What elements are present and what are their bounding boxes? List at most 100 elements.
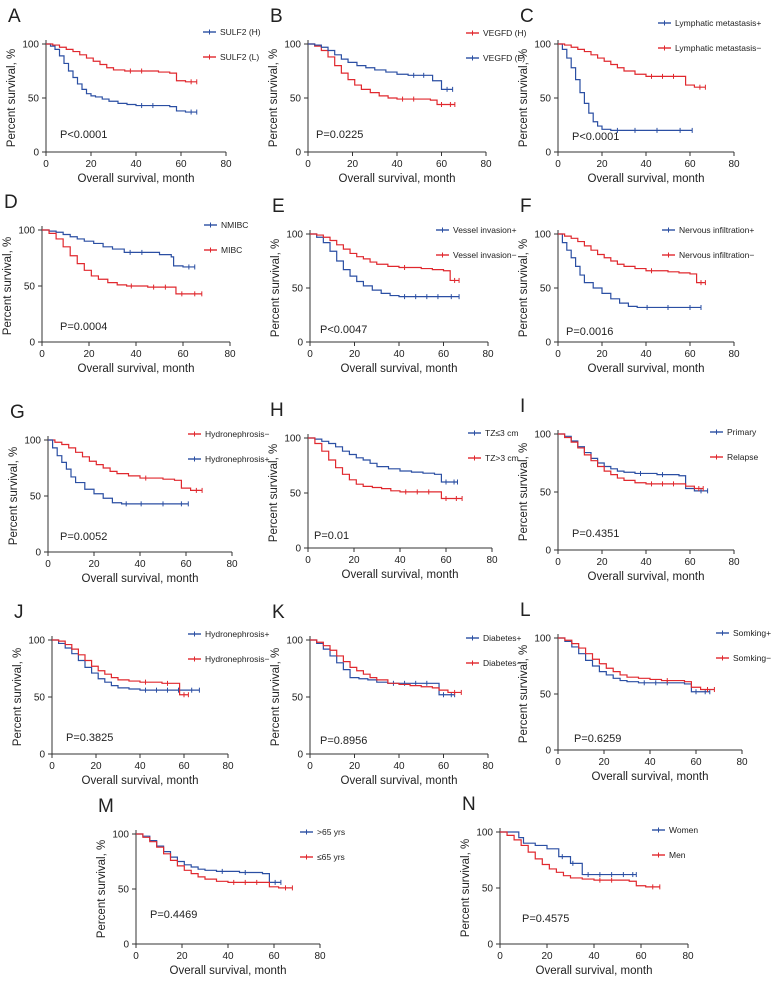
y-axis-label: Percent survival, % [268, 49, 280, 147]
y-tick-label: 50 [540, 488, 552, 499]
survival-curve-red [48, 439, 203, 491]
x-tick-label: 80 [728, 349, 740, 360]
legend-label: VEGFD (L) [483, 53, 525, 63]
y-tick-label: 50 [292, 693, 304, 704]
y-tick-label: 0 [545, 338, 551, 349]
panel-label: K [272, 602, 285, 623]
x-tick-label: 40 [134, 559, 146, 570]
survival-curve-red [558, 43, 706, 88]
y-tick-label: 100 [22, 40, 39, 51]
x-tick-label: 20 [176, 951, 188, 962]
y-axis-label: Percent survival, % [2, 237, 14, 335]
legend-label: Hydronephrosis− [205, 654, 270, 664]
survival-curve-red [558, 233, 706, 284]
x-axis-label: Overall survival, month [536, 965, 653, 977]
panel-L: L 0 20 40 60 80 0 50 100 Overall survival, month P… [518, 600, 771, 783]
p-value: P<0.0001 [572, 131, 619, 143]
survival-curve-blue [558, 433, 708, 492]
panel-label: F [520, 196, 532, 217]
panel-J: J 0 20 40 60 80 0 50 100 Overall survival, month P… [12, 602, 270, 787]
y-tick-label: 50 [292, 284, 304, 295]
x-tick-label: 20 [83, 349, 95, 360]
x-tick-label: 40 [394, 555, 406, 566]
x-axis-label: Overall survival, month [78, 363, 195, 375]
p-value: P=0.0052 [60, 531, 107, 543]
y-tick-label: 50 [30, 492, 42, 503]
y-axis-label: Percent survival, % [270, 239, 282, 337]
y-tick-label: 100 [476, 828, 493, 839]
x-tick-label: 60 [690, 757, 702, 768]
y-tick-label: 100 [286, 636, 303, 647]
y-tick-label: 100 [534, 40, 551, 51]
x-tick-label: 20 [596, 349, 608, 360]
survival-curve-blue [52, 639, 200, 691]
legend-label: MIBC [221, 245, 242, 255]
y-tick-label: 50 [290, 94, 302, 105]
y-tick-label: 100 [24, 436, 41, 447]
y-axis-label: Percent survival, % [6, 49, 18, 147]
x-tick-label: 60 [684, 159, 696, 170]
x-tick-label: 80 [736, 757, 748, 768]
y-tick-label: 50 [540, 284, 552, 295]
x-tick-label: 0 [45, 559, 51, 570]
survival-curve-blue [308, 43, 453, 90]
legend-label: >65 yrs [317, 827, 345, 837]
y-tick-label: 0 [33, 148, 39, 159]
survival-curve-blue [310, 233, 460, 298]
x-tick-label: 0 [497, 951, 503, 962]
survival-curve-red [500, 831, 660, 888]
legend-label: Women [669, 825, 698, 835]
y-tick-label: 0 [29, 338, 35, 349]
x-axis-label: Overall survival, month [170, 965, 287, 977]
panel-label: H [270, 400, 284, 421]
survival-curve-blue [136, 833, 281, 883]
y-axis-label: Percent survival, % [268, 444, 280, 542]
p-value: P=0.8956 [320, 735, 367, 747]
x-tick-label: 0 [307, 761, 313, 772]
x-tick-label: 40 [393, 761, 405, 772]
y-tick-label: 100 [534, 430, 551, 441]
panel-label: N [462, 794, 476, 815]
legend-label: Hydronephrosis+ [205, 454, 270, 464]
x-tick-label: 80 [226, 559, 238, 570]
x-tick-label: 60 [268, 951, 280, 962]
x-tick-label: 0 [307, 349, 313, 360]
legend-label: Somking− [733, 653, 771, 663]
survival-curve-red [42, 229, 202, 295]
legend-label: TZ≤3 cm [485, 428, 518, 438]
legend-label: Hydronephrosis+ [205, 629, 270, 639]
x-tick-label: 0 [305, 555, 311, 566]
legend-label: Diabetes− [483, 658, 522, 668]
survival-curve-red [308, 43, 455, 106]
x-axis-label: Overall survival, month [339, 173, 456, 185]
survival-curve-red [308, 437, 463, 500]
y-axis-label: Percent survival, % [460, 839, 472, 937]
y-tick-label: 0 [487, 940, 493, 951]
x-tick-label: 60 [438, 761, 450, 772]
x-tick-label: 0 [49, 761, 55, 772]
legend-label: SULF2 (H) [220, 27, 261, 37]
y-axis-label: Percent survival, % [518, 239, 530, 337]
survival-curve-blue [558, 233, 701, 309]
survival-curve-red [310, 233, 460, 282]
panel-label: A [8, 6, 21, 27]
y-axis-label: Percent survival, % [518, 443, 530, 541]
legend-label: Nervous infiltration− [679, 250, 754, 260]
panel-label: B [270, 6, 283, 27]
x-tick-label: 60 [438, 349, 450, 360]
x-tick-label: 40 [393, 349, 405, 360]
y-tick-label: 50 [24, 282, 36, 293]
x-tick-label: 20 [596, 557, 608, 568]
panel-C: C 0 20 40 60 80 0 50 100 Overall survival, month P… [518, 6, 761, 185]
y-tick-label: 0 [35, 548, 41, 559]
x-tick-label: 0 [555, 557, 561, 568]
survival-curve-red [136, 833, 293, 889]
y-tick-label: 0 [545, 746, 551, 757]
x-tick-label: 80 [482, 349, 494, 360]
panel-label: M [98, 796, 114, 817]
panel-label: J [14, 602, 24, 623]
p-value: P=0.4351 [572, 528, 619, 540]
x-axis-label: Overall survival, month [592, 771, 709, 783]
y-tick-label: 50 [28, 94, 40, 105]
